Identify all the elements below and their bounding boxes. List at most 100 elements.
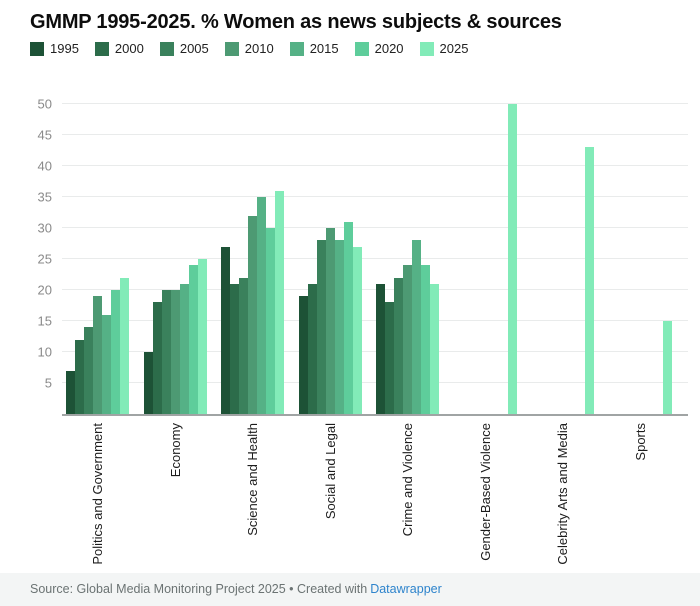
legend-label: 2005 — [179, 41, 209, 56]
x-category-cell-science-and-health: Science and Health — [221, 416, 284, 568]
bar-politics-and-government-2015[interactable] — [102, 314, 111, 414]
x-category-label-gender-based-violence: Gender-Based Violence — [477, 423, 493, 561]
chart-title: GMMP 1995-2025. % Women as news subjects… — [30, 11, 562, 33]
legend-item-2005: 2005 — [159, 41, 209, 56]
gridline-5 — [62, 382, 688, 383]
bar-science-and-health-2020[interactable] — [266, 228, 276, 414]
bar-science-and-health-2025[interactable] — [275, 190, 285, 414]
gridline-50 — [62, 103, 688, 104]
bar-social-and-legal-2000[interactable] — [307, 283, 317, 414]
y-tick-label-35: 35 — [37, 189, 52, 205]
bar-economy-2005[interactable] — [161, 290, 171, 414]
bar-economy-1995[interactable] — [143, 352, 153, 414]
bar-politics-and-government-1995[interactable] — [66, 370, 75, 414]
bar-politics-and-government-2000[interactable] — [75, 339, 84, 414]
plot-area: 5 10 15 20 25 30 35 40 45 50 — [38, 97, 688, 416]
bar-economy-2015[interactable] — [179, 283, 189, 414]
bar-group-celebrity-arts-and-media — [531, 106, 595, 414]
source-text: Source: Global Media Monitoring Project … — [30, 582, 368, 596]
x-category-label-social-and-legal: Social and Legal — [322, 423, 338, 520]
x-category-cell-celebrity-arts-and-media: Celebrity Arts and Media — [531, 416, 594, 568]
x-category-label-economy: Economy — [167, 423, 183, 478]
x-category-cell-gender-based-violence: Gender-Based Violence — [454, 416, 517, 568]
bar-politics-and-government-2005[interactable] — [84, 327, 93, 414]
bar-social-and-legal-2015[interactable] — [334, 240, 344, 414]
legend-item-2000: 2000 — [94, 41, 144, 56]
bar-economy-2025[interactable] — [197, 259, 207, 414]
bar-group-gender-based-violence — [454, 104, 517, 414]
bar-science-and-health-1995[interactable] — [221, 246, 231, 414]
bar-economy-2010[interactable] — [170, 290, 180, 414]
bar-crime-and-violence-1995[interactable] — [376, 283, 386, 414]
gridline-45 — [62, 134, 688, 135]
bar-politics-and-government-2020[interactable] — [111, 290, 120, 414]
legend-label: 1995 — [50, 41, 79, 56]
legend-item-2025: 2025 — [419, 41, 469, 56]
x-category-label-sports: Sports — [632, 423, 648, 461]
bar-group-sports — [609, 106, 672, 414]
x-axis-labels: Politics and Government Economy Science an… — [66, 416, 672, 568]
legend-swatch-icon — [419, 41, 434, 56]
bar-science-and-health-2000[interactable] — [230, 283, 240, 414]
bar-economy-2000[interactable] — [152, 302, 162, 414]
y-tick-label-5: 5 — [44, 375, 52, 391]
y-tick-label-45: 45 — [37, 127, 52, 143]
gridline-15 — [62, 320, 688, 321]
bar-social-and-legal-2010[interactable] — [325, 228, 335, 414]
bar-crime-and-violence-2010[interactable] — [403, 265, 413, 414]
x-category-cell-sports: Sports — [609, 416, 672, 568]
bar-social-and-legal-2020[interactable] — [343, 221, 353, 414]
bar-sports-2025[interactable] — [662, 321, 672, 414]
gridline-10 — [62, 351, 688, 352]
y-tick-label-40: 40 — [37, 158, 52, 174]
bar-politics-and-government-2025[interactable] — [120, 277, 129, 414]
bar-economy-2020[interactable] — [188, 265, 198, 414]
bar-social-and-legal-1995[interactable] — [298, 296, 308, 414]
x-category-cell-economy: Economy — [144, 416, 207, 568]
chart-area: 5 10 15 20 25 30 35 40 45 50 Politics and Governm… — [0, 97, 700, 568]
legend-swatch-icon — [289, 41, 304, 56]
x-category-cell-politics-and-government: Politics and Government — [66, 416, 129, 568]
legend-swatch-icon — [159, 41, 174, 56]
bar-group-social-and-legal — [298, 106, 362, 414]
legend-label: 2010 — [244, 41, 274, 56]
bar-science-and-health-2005[interactable] — [239, 277, 249, 414]
x-category-label-science-and-health: Science and Health — [245, 423, 261, 536]
gridline-25 — [62, 258, 688, 259]
bar-group-science-and-health — [221, 106, 285, 414]
gridline-35 — [62, 196, 688, 197]
bar-crime-and-violence-2000[interactable] — [385, 302, 395, 414]
legend-label: 2000 — [114, 41, 144, 56]
bar-social-and-legal-2005[interactable] — [316, 240, 326, 414]
gridline-40 — [62, 165, 688, 166]
legend-label: 2025 — [439, 41, 469, 56]
legend-item-2020: 2020 — [354, 41, 404, 56]
legend-swatch-icon — [354, 41, 369, 56]
legend-swatch-icon — [94, 41, 109, 56]
bar-crime-and-violence-2005[interactable] — [394, 277, 404, 414]
legend-item-2015: 2015 — [289, 41, 339, 56]
y-tick-label-10: 10 — [37, 344, 52, 360]
legend-item-2010: 2010 — [224, 41, 274, 56]
y-tick-label-25: 25 — [37, 251, 52, 267]
bar-celebrity-arts-and-media-2025[interactable] — [585, 147, 595, 414]
legend: 1995 2000 2005 2010 2015 2020 2025 — [30, 41, 670, 56]
bar-group-economy — [143, 106, 207, 414]
gridline-20 — [62, 289, 688, 290]
bar-science-and-health-2015[interactable] — [257, 197, 267, 414]
bar-politics-and-government-2010[interactable] — [93, 296, 102, 414]
y-tick-label-50: 50 — [37, 96, 52, 112]
bar-crime-and-violence-2020[interactable] — [421, 265, 431, 414]
datawrapper-link[interactable]: Datawrapper — [370, 582, 442, 596]
legend-swatch-icon — [30, 41, 44, 56]
x-category-label-politics-and-government: Politics and Government — [90, 423, 105, 565]
legend-label: 2015 — [309, 41, 339, 56]
bar-crime-and-violence-2025[interactable] — [430, 283, 440, 414]
y-tick-label-15: 15 — [37, 313, 52, 329]
bar-science-and-health-2010[interactable] — [248, 215, 258, 414]
bar-gender-based-violence-2025[interactable] — [507, 104, 517, 414]
bar-crime-and-violence-2015[interactable] — [412, 240, 422, 414]
bar-social-and-legal-2025[interactable] — [352, 246, 362, 414]
x-category-cell-social-and-legal: Social and Legal — [299, 416, 362, 568]
